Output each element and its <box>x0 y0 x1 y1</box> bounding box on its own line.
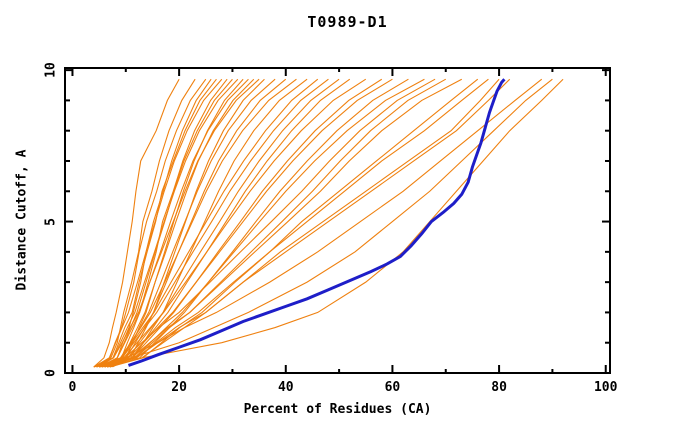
x-tick-label: 60 <box>384 380 401 395</box>
model-curve <box>104 78 553 368</box>
model-curve <box>104 78 383 368</box>
y-tick-label: 10 <box>43 62 59 78</box>
x-axis-label: Percent of Residues (CA) <box>243 402 432 417</box>
x-tick-label: 80 <box>491 380 507 395</box>
plot-border <box>64 67 611 374</box>
model-curve <box>93 78 180 368</box>
model-curve <box>104 78 340 368</box>
y-axis-label: Distance Cutoff, A <box>14 149 30 291</box>
model-curve <box>101 78 425 368</box>
highlighted-model-curve <box>127 78 506 367</box>
y-tick-label: 0 <box>43 369 59 377</box>
x-tick-label: 40 <box>277 380 294 395</box>
x-tick-label: 100 <box>593 380 618 395</box>
model-curve <box>104 78 212 368</box>
model-curve <box>98 78 249 368</box>
model-curve <box>96 78 367 368</box>
model-curve <box>104 78 447 368</box>
model-curve <box>101 78 543 368</box>
model-curve <box>98 78 463 368</box>
model-curve <box>98 78 393 368</box>
x-tick-label: 0 <box>68 380 77 395</box>
model-curve <box>93 78 260 368</box>
model-curve <box>106 78 228 368</box>
model-curve <box>98 78 319 368</box>
model-curve <box>93 78 436 368</box>
model-curve <box>101 78 489 368</box>
model-curve <box>112 78 265 368</box>
model-curve <box>109 78 479 368</box>
y-tick-label: 5 <box>43 217 59 226</box>
model-curve <box>109 78 409 368</box>
model-curve <box>93 78 223 368</box>
model-curve <box>98 78 329 368</box>
model-curve <box>96 78 297 368</box>
x-tick-label: 20 <box>171 380 187 395</box>
chart-title: T0989-D1 <box>307 13 388 31</box>
model-curve <box>98 78 217 368</box>
model-curve <box>106 78 500 368</box>
model-curve <box>96 78 239 368</box>
